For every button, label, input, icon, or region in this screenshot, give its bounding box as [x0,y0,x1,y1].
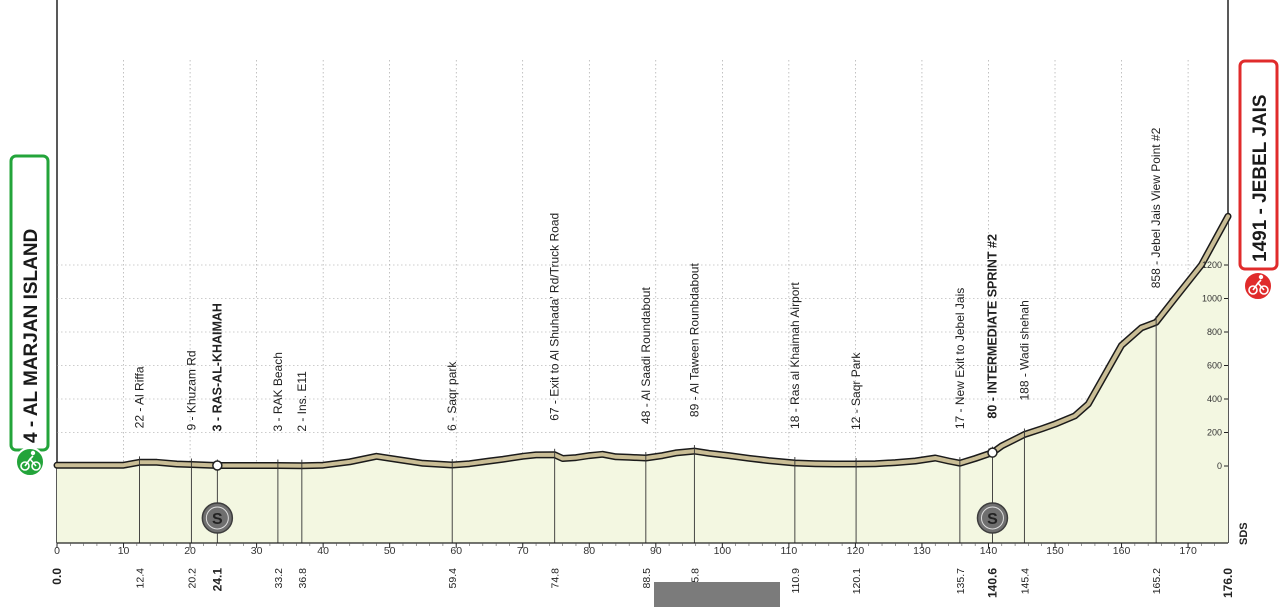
start-cyclist-icon-head [30,450,36,456]
bottom-gray-block [654,582,780,607]
landmark-label-6: 67 - Exit to Al Shuhada' Rd/Truck Road [548,213,562,421]
landmark-label-9: 18 - Ras al Khaimah Airport [788,282,802,429]
landmark-label-5: 6 - Saqr park [445,361,459,431]
grid-layer [57,60,1228,543]
x-tick-label-170: 170 [1179,545,1197,557]
landmark-label-2: 3 - RAS-AL-KHAIMAH [210,303,224,431]
sprint-letter-0: S [212,511,223,528]
finish-cyclist-icon-head [1258,274,1264,280]
landmark-km-6: 74.8 [550,568,562,589]
landmark-km-4: 36.8 [297,568,309,589]
y-tick-label-400: 400 [1207,394,1222,404]
landmark-km-12: 140.6 [985,568,999,598]
sprint-road-dot-1 [987,447,998,458]
landmark-label-1: 9 - Khuzam Rd [184,350,198,430]
landmark-km-10: 120.1 [851,568,863,594]
start-cyclist-icon-frame [24,455,37,467]
finish-cyclist-icon-frame [1252,279,1265,291]
y-tick-label-200: 200 [1207,428,1222,438]
y-tick-label-1000: 1000 [1202,294,1222,304]
finish-cyclist-icon-wheel-front [1259,285,1269,295]
start-cyclist-icon [15,447,45,477]
x-tick-label-130: 130 [913,545,931,557]
sprint-marker-ring-0 [205,506,229,530]
finish-name-box [1238,59,1279,271]
x-tick-label-110: 110 [781,545,798,557]
x-tick-label-100: 100 [714,545,732,557]
profile-area-layer [53,212,1232,544]
start-cyclist-icon-bg [15,447,45,477]
landmark-label-7: 48 - Al Saadi Roundabout [639,287,653,424]
landmark-km-3: 33.2 [273,568,285,589]
x-tick-label-30: 30 [251,545,263,557]
sprint-road-dot-0 [212,460,223,471]
landmark-km-2: 24.1 [210,568,224,592]
finish-km-label: 176.0 [1221,568,1235,598]
landmark-km-7: 88.5 [641,568,653,589]
y-tick-label-600: 600 [1207,361,1222,371]
landmark-label-12: 80 - INTERMEDIATE SPRINT #2 [985,234,999,419]
y-axis-layer: 0 200 400 600 800 1000 1200 [1202,260,1228,471]
sprint-marker-ring-1 [980,506,1004,530]
finish-cyclist-icon-wheel-back [1248,285,1258,295]
x-tick-label-60: 60 [450,545,462,557]
landmark-label-14: 858 - Jebel Jais View Point #2 [1149,127,1163,288]
x-tick-label-90: 90 [650,545,662,557]
landmark-km-1: 20.2 [186,568,198,589]
finish-cyclist-icon-bg [1243,271,1273,301]
x-tick-label-0: 0 [54,545,60,557]
landmark-label-8: 89 - Al Taween Rounbdabout [687,263,701,418]
landmark-km-5: 59.4 [447,568,459,589]
start-cyclist-icon-wheel-front [31,461,41,471]
start-cyclist-icon-wheel-back [20,461,30,471]
x-tick-label-160: 160 [1113,545,1131,557]
landmark-label-13: 188 - Wadi shehah [1017,300,1031,400]
finish-name-label: 1491 - JEBEL JAIS [1250,94,1271,262]
sprint-letter-1: S [987,511,998,528]
landmark-km-14: 165.2 [1151,568,1163,594]
x-tick-label-20: 20 [184,545,196,557]
x-tick-label-70: 70 [517,545,529,557]
landmark-label-11: 17 - New Exit to Jebel Jais [953,288,967,429]
x-tick-label-10: 10 [118,545,130,557]
x-tick-label-120: 120 [847,545,865,557]
x-tick-label-150: 150 [1046,545,1064,557]
landmark-label-0: 22 - Al Riffa [133,366,147,428]
start-km-label: 0.0 [50,568,64,585]
landmark-label-4: 2 - Ins. E11 [295,371,309,432]
y-tick-label-1200: 1200 [1202,260,1222,270]
sds-watermark: SDS [1238,522,1250,545]
landmark-label-10: 12 - Saqr Park [849,352,863,430]
landmark-km-0: 12.4 [135,568,147,589]
y-tick-label-800: 800 [1207,327,1222,337]
x-tick-label-80: 80 [583,545,595,557]
y-tick-label-0: 0 [1217,461,1222,471]
x-tick-label-40: 40 [317,545,329,557]
x-axis-layer: 0 10 20 30 40 50 60 70 80 90 100 110 120 130 140 150 160… [50,542,1235,598]
landmark-layer: 22 - Al Riffa 12.4 9 - Khuzam Rd 20.2 3 - RA… [133,127,1164,598]
road-line [55,214,1230,468]
x-tick-label-50: 50 [384,545,396,557]
landmark-km-13: 145.4 [1019,568,1031,594]
finish-cyclist-icon [1243,271,1273,301]
landmark-km-11: 135.7 [955,568,967,594]
landmark-km-9: 110.9 [790,568,802,594]
landmark-label-3: 3 - RAK Beach [271,352,285,431]
endpoint-layer: 4 - AL MARJAN ISLAND 1491 - JEBEL JAIS [9,59,1279,477]
x-tick-label-140: 140 [980,545,998,557]
start-name-label: 4 - AL MARJAN ISLAND [21,229,42,443]
